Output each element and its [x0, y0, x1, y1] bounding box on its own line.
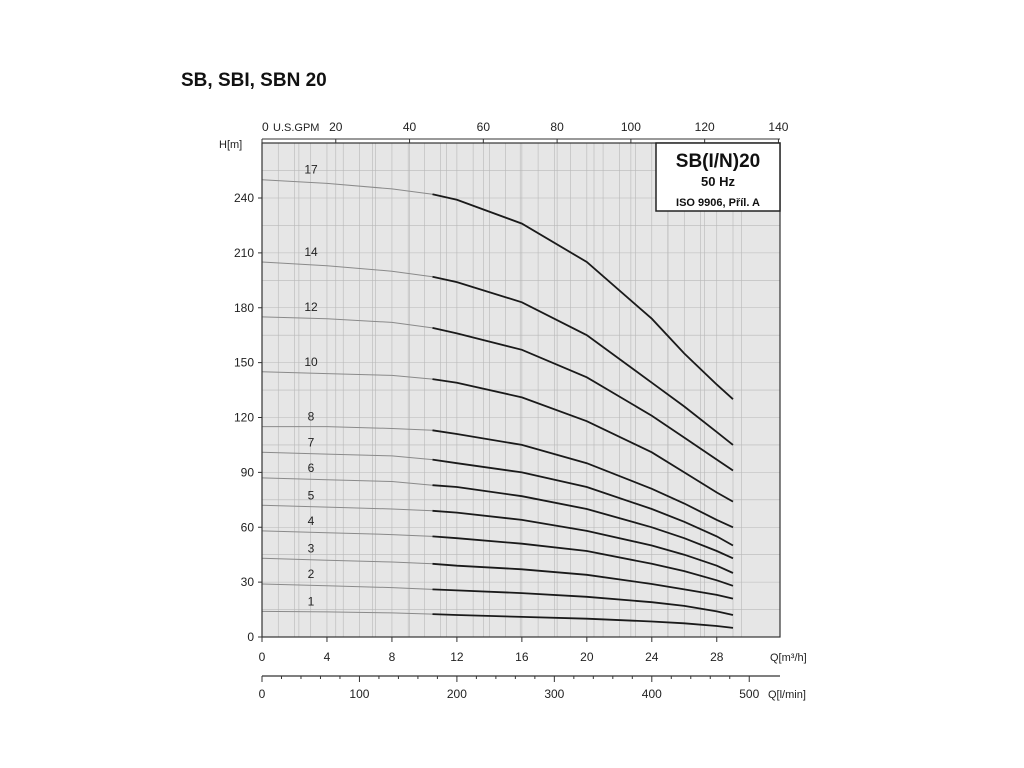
y-axis-label: H[m] — [219, 139, 242, 151]
curve-3-operating — [432, 562, 734, 600]
x-axis-label: Q[m³/h] — [770, 652, 807, 664]
lmin-tick-label: 300 — [544, 687, 564, 701]
x-tick-label: 8 — [389, 650, 396, 664]
curve-label: 7 — [308, 435, 315, 449]
curve-1-operating — [432, 613, 734, 629]
y-tick-label: 240 — [234, 191, 254, 205]
curve-7-low-flow — [261, 451, 433, 461]
curve-label: 3 — [308, 541, 315, 555]
curve-2: 2 — [261, 567, 734, 616]
curve-6: 6 — [261, 461, 734, 560]
x-tick-label: 12 — [450, 650, 464, 664]
curve-10: 10 — [261, 355, 734, 503]
curve-10-low-flow — [261, 371, 433, 380]
curve-label: 8 — [308, 410, 315, 424]
x-tick-label: 0 — [259, 650, 266, 664]
curve-4-low-flow — [261, 530, 433, 537]
curve-8-operating — [432, 429, 734, 529]
curve-label: 4 — [308, 514, 315, 528]
x-tick-label: 4 — [324, 650, 331, 664]
curve-6-low-flow — [261, 477, 433, 486]
curve-label: 1 — [308, 594, 315, 608]
curve-8: 8 — [262, 410, 734, 529]
chart-title: SB(I/N)20 — [676, 151, 760, 172]
curve-2-low-flow — [261, 583, 433, 590]
x-tick-label: 28 — [710, 650, 724, 664]
curve-label: 12 — [304, 300, 318, 314]
curve-7: 7 — [261, 435, 734, 547]
gpm-tick-label: 20 — [329, 120, 343, 134]
curves: 17 14 12 10 8 7 6 5 4 3 2 1 — [261, 163, 734, 629]
curve-14-operating — [432, 275, 734, 446]
x-tick-label: 16 — [515, 650, 529, 664]
y-tick-label: 90 — [241, 465, 255, 479]
curve-10-operating — [432, 378, 734, 503]
curve-3-low-flow — [261, 557, 433, 565]
curve-label: 10 — [304, 355, 318, 369]
y-tick-label: 30 — [241, 575, 255, 589]
chart-subtitle: 50 Hz — [701, 174, 735, 189]
y-tick-label: 150 — [234, 356, 254, 370]
y-tick-label: 180 — [234, 301, 254, 315]
curve-5-operating — [432, 509, 734, 574]
lmin-tick-label: 0 — [259, 687, 266, 701]
curve-17-operating — [432, 193, 734, 400]
gpm-axis-label: U.S.GPM — [273, 122, 319, 134]
gpm-tick-label: 140 — [768, 120, 788, 134]
curve-7-operating — [432, 458, 734, 547]
grid — [262, 143, 780, 637]
curve-label: 14 — [304, 245, 318, 259]
x-tick-label: 20 — [580, 650, 594, 664]
curve-12-operating — [432, 327, 734, 472]
curve-12-low-flow — [261, 316, 433, 329]
info-box-frame — [655, 142, 781, 212]
y-tick-label: 210 — [234, 246, 254, 260]
y-tick-label: 0 — [247, 630, 254, 644]
info-box: SB(I/N)20 50 Hz ISO 9906, Příl. A — [655, 142, 781, 212]
chart-note: ISO 9906, Příl. A — [676, 197, 760, 209]
curve-2-operating — [432, 588, 734, 616]
curve-label: 6 — [308, 461, 315, 475]
gpm-tick-label: 120 — [695, 120, 715, 134]
curve-1: 1 — [261, 594, 734, 629]
lmin-tick-label: 500 — [739, 687, 759, 701]
curve-4: 4 — [261, 514, 734, 587]
curve-label: 5 — [308, 488, 315, 502]
curve-3: 3 — [261, 541, 734, 600]
page-title: SB, SBI, SBN 20 — [181, 70, 327, 91]
curve-17: 17 — [261, 163, 734, 400]
curve-17-low-flow — [261, 179, 433, 195]
curve-8-low-flow — [262, 426, 433, 431]
lmin-tick-label: 100 — [349, 687, 369, 701]
curve-5: 5 — [261, 488, 734, 574]
gpm-tick-label: 40 — [403, 120, 417, 134]
curve-1-low-flow — [261, 610, 433, 615]
curve-label: 17 — [304, 163, 318, 177]
plot-frame — [261, 142, 781, 638]
lmin-tick-label: 200 — [447, 687, 467, 701]
curve-label: 2 — [308, 567, 315, 581]
gpm-tick-label: 80 — [550, 120, 564, 134]
gpm-tick-label: 0 — [262, 120, 269, 134]
lmin-tick-label: 400 — [642, 687, 662, 701]
gpm-tick-label: 100 — [621, 120, 641, 134]
lmin-axis-label: Q[l/min] — [768, 689, 806, 701]
y-tick-label: 120 — [234, 411, 254, 425]
gpm-tick-label: 60 — [477, 120, 491, 134]
curve-14-low-flow — [261, 261, 433, 278]
curve-4-operating — [432, 535, 734, 587]
curve-14: 14 — [261, 245, 734, 446]
x-tick-label: 24 — [645, 650, 659, 664]
curve-12: 12 — [261, 300, 734, 472]
curve-6-operating — [432, 484, 734, 560]
y-tick-label: 60 — [241, 520, 255, 534]
curve-5-low-flow — [261, 504, 433, 512]
